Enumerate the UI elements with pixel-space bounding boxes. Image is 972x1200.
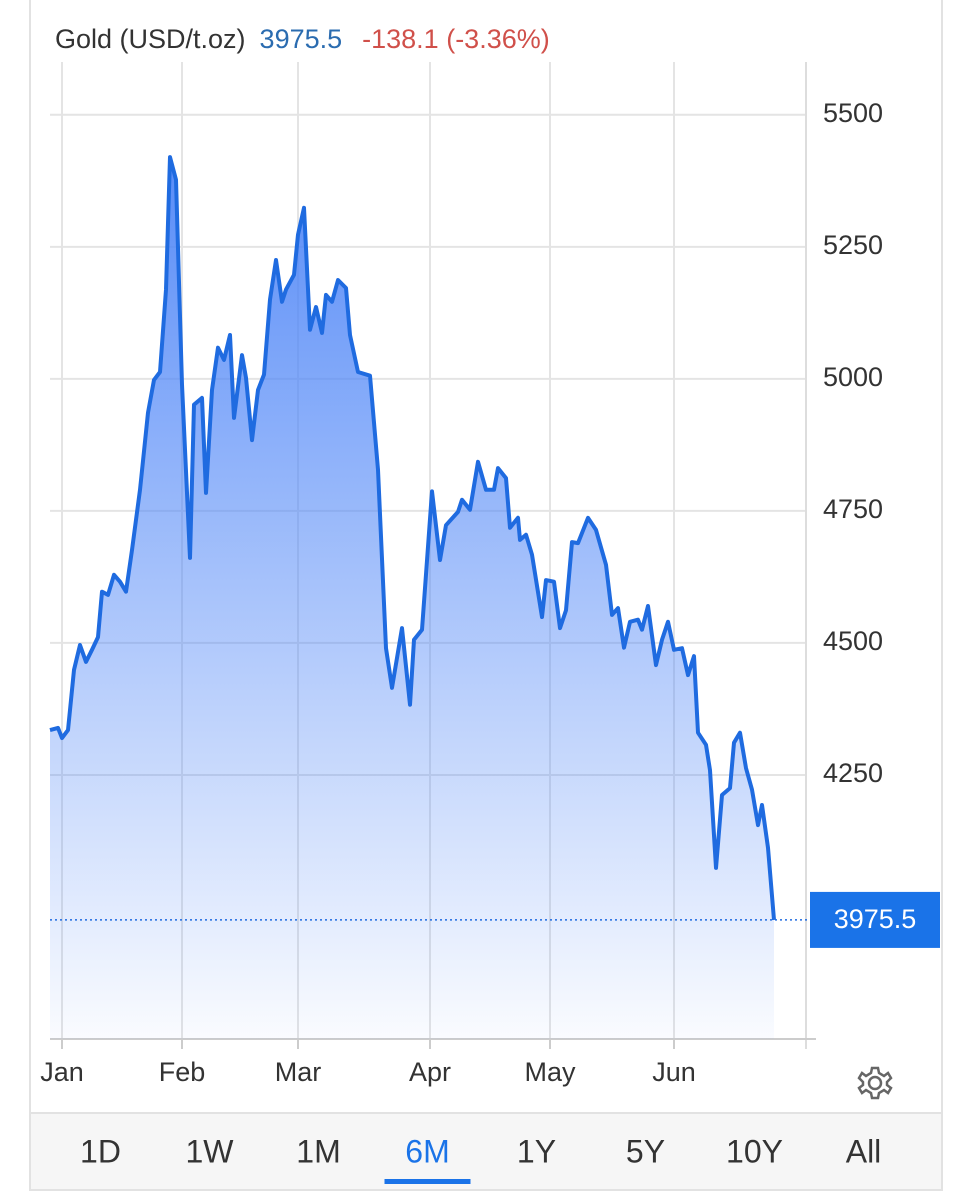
title: Gold (USD/t.oz) (55, 24, 246, 54)
y-tick-label: 4750 (823, 494, 883, 524)
y-tick-label: 4250 (823, 758, 883, 788)
y-tick-label: 5500 (823, 98, 883, 128)
y-tick-label: 5000 (823, 362, 883, 392)
last-value-label: 3975.5 (834, 904, 917, 934)
x-tick-label: Mar (275, 1057, 322, 1087)
range-active-underline (384, 1179, 471, 1184)
x-tick-label: Apr (409, 1057, 451, 1087)
range-button[interactable]: 1D (80, 1133, 121, 1169)
range-button[interactable]: 1M (296, 1133, 340, 1169)
x-tick-label: Jun (652, 1057, 696, 1087)
change: -138.1 (-3.36%) (362, 24, 550, 54)
line (49, 155, 776, 921)
header-text: Gold (USD/t.oz) 3975.5 -138.1 (-3.36%) (55, 24, 550, 54)
price: 3975.5 (260, 24, 343, 54)
range-button[interactable]: 6M (405, 1133, 449, 1169)
range-button[interactable]: 10Y (726, 1133, 783, 1169)
range-bar (31, 1113, 941, 1189)
x-tick-label: May (524, 1057, 576, 1087)
settings-icon[interactable] (857, 1066, 893, 1100)
range-button[interactable]: 1Y (517, 1133, 556, 1169)
x-tick-label: Jan (40, 1057, 84, 1087)
y-tick-label: 4500 (823, 626, 883, 656)
header: Gold (USD/t.oz) 3975.5 -138.1 (-3.36%) (55, 24, 550, 54)
x-tick-label: Feb (159, 1057, 206, 1087)
range-button[interactable]: 5Y (626, 1133, 665, 1169)
last-value-badge (810, 891, 940, 948)
range-button[interactable]: All (846, 1133, 882, 1169)
range-button[interactable]: 1W (186, 1133, 235, 1169)
y-tick-label: 5250 (823, 230, 883, 260)
plot: 4250 4500 4750 5000 5250 5500 Jan Feb Mar Apr May J… (40, 62, 940, 1087)
